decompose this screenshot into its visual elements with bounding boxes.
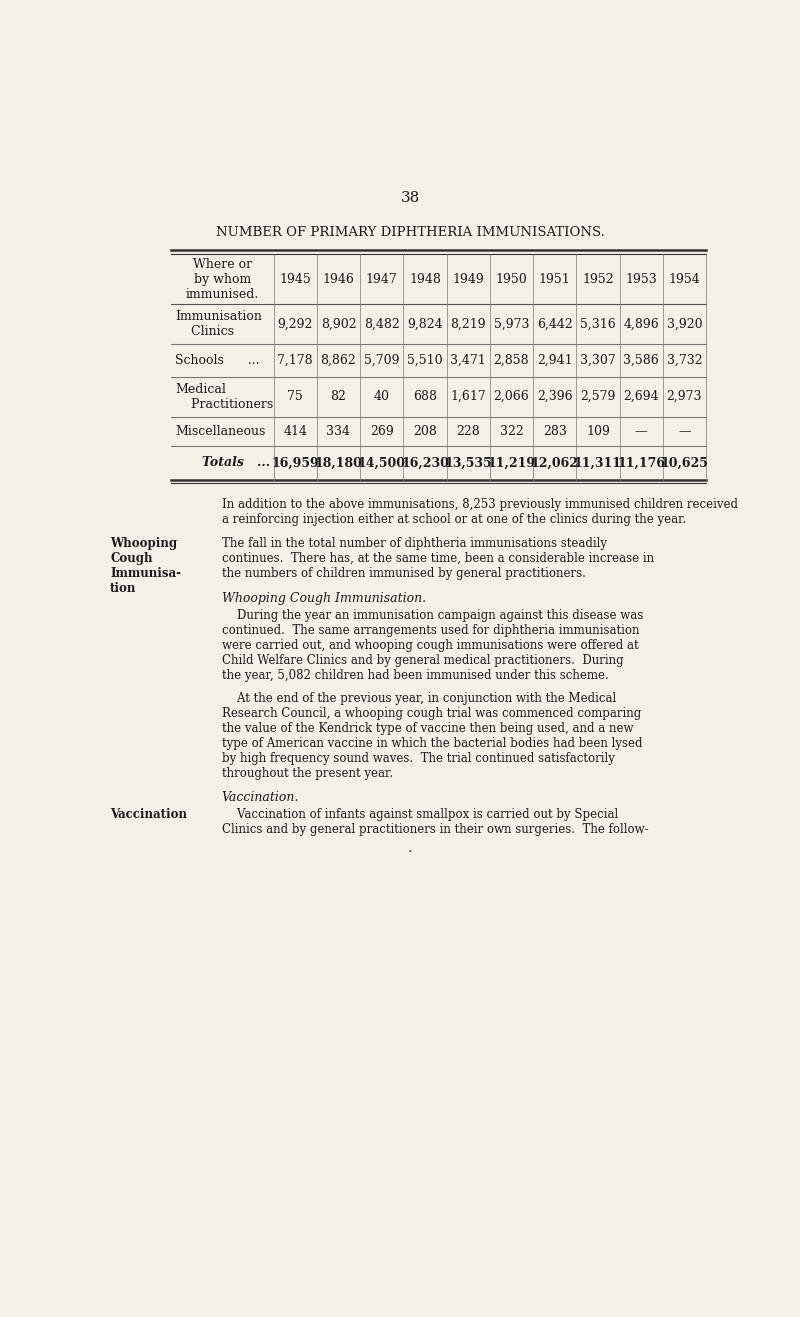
Text: 688: 688 <box>413 390 437 403</box>
Text: 2,396: 2,396 <box>537 390 573 403</box>
Text: 14,500: 14,500 <box>358 457 406 469</box>
Text: 8,862: 8,862 <box>321 354 356 367</box>
Text: 3,307: 3,307 <box>580 354 616 367</box>
Text: 8,482: 8,482 <box>364 317 399 331</box>
Text: Whooping Cough Immunisation.: Whooping Cough Immunisation. <box>222 593 426 606</box>
Text: 12,062: 12,062 <box>530 457 578 469</box>
Text: —: — <box>678 425 690 437</box>
Text: 228: 228 <box>456 425 480 437</box>
Text: 208: 208 <box>413 425 437 437</box>
Text: 1949: 1949 <box>452 273 484 286</box>
Text: Totals   ...: Totals ... <box>202 457 270 469</box>
Text: 16,230: 16,230 <box>401 457 449 469</box>
Text: Miscellaneous: Miscellaneous <box>175 425 266 437</box>
Text: 8,902: 8,902 <box>321 317 356 331</box>
Text: 3,920: 3,920 <box>666 317 702 331</box>
Text: 10,625: 10,625 <box>661 457 708 469</box>
Text: 1952: 1952 <box>582 273 614 286</box>
Text: 3,732: 3,732 <box>666 354 702 367</box>
Text: 7,178: 7,178 <box>278 354 313 367</box>
Text: 1946: 1946 <box>322 273 354 286</box>
Text: 2,694: 2,694 <box>623 390 659 403</box>
Text: 1947: 1947 <box>366 273 398 286</box>
Text: Vaccination: Vaccination <box>110 807 187 820</box>
Text: At the end of the previous year, in conjunction with the Medical
Research Counci: At the end of the previous year, in conj… <box>222 693 642 781</box>
Text: Medical
    Practitioners: Medical Practitioners <box>175 383 274 411</box>
Text: 269: 269 <box>370 425 394 437</box>
Text: 109: 109 <box>586 425 610 437</box>
Text: 6,442: 6,442 <box>537 317 573 331</box>
Text: Schools      ...: Schools ... <box>175 354 260 367</box>
Text: 75: 75 <box>287 390 303 403</box>
Text: 5,709: 5,709 <box>364 354 399 367</box>
Text: 334: 334 <box>326 425 350 437</box>
Text: Whooping
Cough
Immunisa-
tion: Whooping Cough Immunisa- tion <box>110 537 181 595</box>
Text: 11,311: 11,311 <box>574 457 622 469</box>
Text: 2,066: 2,066 <box>494 390 530 403</box>
Text: Immunisation
    Clinics: Immunisation Clinics <box>175 311 262 338</box>
Text: The fall in the total number of diphtheria immunisations steadily
continues.  Th: The fall in the total number of diphther… <box>222 537 654 579</box>
Text: .: . <box>408 842 412 855</box>
Text: 9,292: 9,292 <box>278 317 313 331</box>
Text: 4,896: 4,896 <box>623 317 659 331</box>
Text: Vaccination of infants against smallpox is carried out by Special
Clinics and by: Vaccination of infants against smallpox … <box>222 807 648 836</box>
Text: 5,316: 5,316 <box>580 317 616 331</box>
Text: NUMBER OF PRIMARY DIPHTHERIA IMMUNISATIONS.: NUMBER OF PRIMARY DIPHTHERIA IMMUNISATIO… <box>215 227 605 240</box>
Text: In addition to the above immunisations, 8,253 previously immunised children rece: In addition to the above immunisations, … <box>222 498 738 527</box>
Text: 2,858: 2,858 <box>494 354 530 367</box>
Text: Vaccination.: Vaccination. <box>222 792 299 803</box>
Text: 40: 40 <box>374 390 390 403</box>
Text: 3,471: 3,471 <box>450 354 486 367</box>
Text: 16,959: 16,959 <box>271 457 319 469</box>
Text: 1945: 1945 <box>279 273 311 286</box>
Text: 5,973: 5,973 <box>494 317 529 331</box>
Text: —: — <box>635 425 647 437</box>
Text: 1948: 1948 <box>409 273 441 286</box>
Text: 9,824: 9,824 <box>407 317 442 331</box>
Text: 414: 414 <box>283 425 307 437</box>
Text: 5,510: 5,510 <box>407 354 442 367</box>
Text: 3,586: 3,586 <box>623 354 659 367</box>
Text: 2,941: 2,941 <box>537 354 573 367</box>
Text: Where or
by whom
immunised.: Where or by whom immunised. <box>186 258 259 302</box>
Text: 1953: 1953 <box>626 273 657 286</box>
Text: 8,219: 8,219 <box>450 317 486 331</box>
Text: 1950: 1950 <box>495 273 527 286</box>
Text: 322: 322 <box>499 425 523 437</box>
Text: 18,180: 18,180 <box>314 457 362 469</box>
Text: 11,219: 11,219 <box>487 457 535 469</box>
Text: 13,535: 13,535 <box>444 457 492 469</box>
Text: 1954: 1954 <box>669 273 700 286</box>
Text: 1,617: 1,617 <box>450 390 486 403</box>
Text: 2,579: 2,579 <box>580 390 616 403</box>
Text: 2,973: 2,973 <box>666 390 702 403</box>
Text: 38: 38 <box>400 191 420 205</box>
Text: 82: 82 <box>330 390 346 403</box>
Text: 11,176: 11,176 <box>617 457 665 469</box>
Text: 1951: 1951 <box>539 273 570 286</box>
Text: 283: 283 <box>542 425 566 437</box>
Text: During the year an immunisation campaign against this disease was
continued.  Th: During the year an immunisation campaign… <box>222 610 643 682</box>
